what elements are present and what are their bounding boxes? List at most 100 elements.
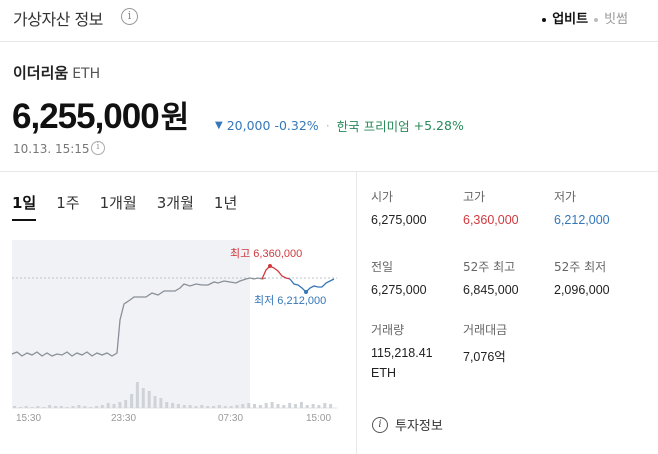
volume-bar [54,406,57,408]
volume-bar [223,406,227,408]
change-pct: -0.32% [274,118,319,133]
price-change: ▼ 20,000 -0.32% · 한국 프리미엄 +5.28% [215,116,464,135]
stat-label: 거래대금 [463,323,508,337]
tab-bithumb-label: 빗썸 [604,12,628,27]
volume-bar [24,406,28,408]
volume-bar [65,407,69,408]
stat-open: 시가 6,275,000 [371,188,427,227]
volume-bar [282,405,286,408]
tab-period-3m[interactable]: 3개월 [156,194,194,212]
price-chart[interactable]: 최고 6,360,000 최저 6,212,000 15:30 23:30 07… [12,240,337,425]
volume-bar [89,407,93,408]
divider [0,171,658,172]
stat-prev: 전일 6,275,000 [371,258,427,297]
volume-bar [288,403,292,408]
high-segment [261,265,291,280]
info-icon[interactable]: i [121,8,138,25]
premium-value: +5.28% [413,118,464,133]
tab-upbit[interactable]: 업비트 [542,8,588,27]
volume-bar [311,404,315,408]
volume-bar [124,400,128,408]
volume-bar [13,406,16,408]
tab-period-1y[interactable]: 1년 [213,194,238,212]
info-icon: i [372,416,388,433]
x-tick-label: 07:30 [218,413,243,424]
price-unit: 원 [160,100,190,135]
price-line [12,277,267,357]
tab-period-1d[interactable]: 1일 [12,192,37,221]
volume-bar [299,402,303,408]
tab-period-1m[interactable]: 1개월 [99,194,137,212]
volume-bar [112,404,116,408]
volume-bar [153,396,157,408]
volume-bar [206,406,210,408]
volume-bar [182,405,186,408]
vertical-divider [356,172,357,454]
divider [0,41,658,42]
volume-bar [130,394,134,408]
stat-value: 7,076억 [463,350,506,364]
volume-bar [276,404,280,408]
invest-info-link[interactable]: i 투자정보 [372,415,443,434]
low-label: 최저 6,212,000 [254,294,326,307]
timestamp: 10.13. 15:15 [13,142,90,156]
invest-info-label: 투자정보 [395,419,443,434]
source-tabs: 업비트 빗썸 [542,8,628,27]
volume-bar [106,403,110,408]
tab-bithumb[interactable]: 빗썸 [594,8,628,27]
stat-label: 거래량 [371,323,405,337]
volume-bar [135,382,139,408]
tab-period-1w[interactable]: 1주 [56,194,80,212]
volume-bar [194,406,198,408]
high-marker [268,264,272,268]
volume-bar [30,407,34,408]
coin-name-text: 이더리움 [13,64,69,82]
page-title: 가상자산 정보 [13,10,103,29]
info-icon[interactable]: i [91,141,105,155]
volume-bar [264,403,268,408]
volume-bar [42,407,46,408]
volume-bar [171,403,175,408]
volume-bar [71,406,75,408]
volume-bar [83,406,87,408]
volume-bar [317,405,321,408]
low-marker [304,290,308,294]
stat-label: 52주 최저 [554,260,607,274]
stat-label: 시가 [371,190,394,204]
header-bar: 가상자산 정보 i 업비트 빗썸 [0,0,658,36]
stat-value: 6,360,000 [463,213,519,227]
stat-high: 고가 6,360,000 [463,188,519,227]
stat-value: 115,218.41 [371,346,433,360]
volume-bar [212,406,216,408]
volume-bar [18,407,22,408]
volume-bar [217,405,221,408]
stat-label: 고가 [463,190,486,204]
x-tick-label: 15:00 [306,413,331,424]
stat-value: 6,275,000 [371,283,427,297]
stat-52w-high: 52주 최고 6,845,000 [463,258,519,297]
low-segment [289,278,335,293]
volume-bar [229,406,233,408]
x-tick-label: 15:30 [16,413,41,424]
volume-bar [235,405,239,408]
volume-bar [141,388,145,408]
volume-bar [241,404,245,408]
volume-bar [100,405,104,408]
volume-bars [13,382,333,408]
coin-name: 이더리움 ETH [13,62,100,83]
volume-bar [77,405,81,408]
change-amount: 20,000 [226,118,271,133]
stat-volume: 거래량 115,218.41 ETH [371,321,433,380]
stat-amount: 거래대금 7,076억 [463,321,507,365]
volume-bar [48,405,52,408]
volume-bar [200,405,204,408]
volume-bar [188,405,192,408]
current-price: 6,255,000원 [12,92,190,137]
volume-bar [329,404,333,408]
volume-bar [305,405,309,408]
volume-bar [323,403,327,408]
stat-value: 6,275,000 [371,213,427,227]
tab-upbit-label: 업비트 [552,12,589,27]
stat-52w-low: 52주 최저 2,096,000 [554,258,610,297]
price-value: 6,255,000 [12,97,160,136]
